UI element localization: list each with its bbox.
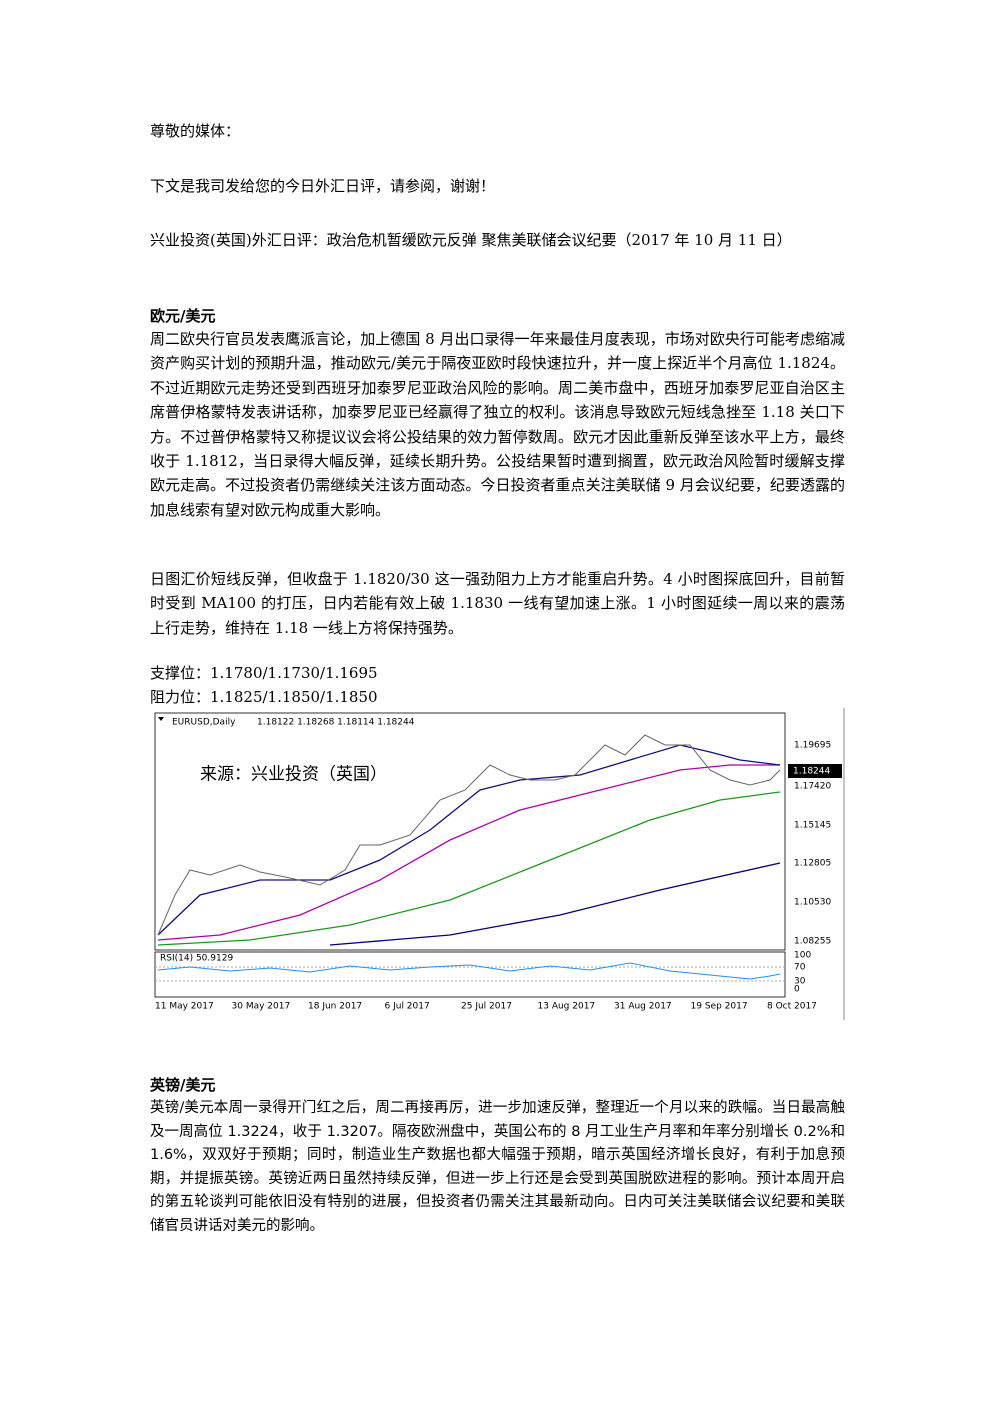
- symbol: EURUSD,Daily: [172, 718, 236, 728]
- date-label: 8 Oct 2017: [767, 1002, 817, 1012]
- rsi-panel: [154, 951, 786, 998]
- menu-arrow: [158, 717, 164, 721]
- price-label: 1.15145: [794, 821, 831, 831]
- date-label: 30 May 2017: [232, 1002, 291, 1012]
- ma-line: [157, 791, 781, 946]
- ohlc: 1.18122 1.18268 1.18114 1.18244: [257, 718, 415, 728]
- rsi-level: 0: [794, 985, 800, 995]
- price-label: 1.08255: [794, 937, 831, 947]
- paragraph: 周二欧央行官员发表鹰派言论，加上德国 8 月出口录得一年来最佳月度表现，市场对欧…: [150, 330, 845, 519]
- section-title: 欧元/美元: [150, 307, 216, 325]
- price-label: 1.12805: [794, 859, 831, 869]
- watermark: 来源：兴业投资（英国）: [200, 765, 387, 785]
- section-title: 英镑/美元: [150, 1076, 216, 1094]
- intro: 下文是我司发给您的今日外汇日评，请参阅，谢谢！: [150, 177, 496, 195]
- rsi-level: 70: [794, 963, 806, 973]
- current-price: 1.18244: [793, 767, 830, 777]
- date-label: 25 Jul 2017: [461, 1002, 512, 1012]
- rsi-level: 30: [794, 977, 806, 987]
- date-label: 19 Sep 2017: [691, 1002, 748, 1012]
- rsi-level: 100: [794, 951, 811, 961]
- ma-line: [329, 862, 781, 946]
- axes: 1.19695 1.17420 1.15145 1.12805 1.10530 1.082…: [155, 741, 831, 1012]
- chart-bg: [150, 708, 845, 1021]
- price-line: [157, 734, 781, 936]
- date-label: 6 Jul 2017: [385, 1002, 430, 1012]
- paragraph: 英镑/美元本周一录得开门红之后，周二再接再厉，进一步加速反弹，整理近一个月以来的…: [150, 1100, 845, 1234]
- price-label: 1.10530: [794, 898, 831, 908]
- date-label: 11 May 2017: [155, 1002, 214, 1012]
- greeting: 尊敬的媒体：: [150, 122, 241, 140]
- date-label: 18 Jun 2017: [308, 1002, 362, 1012]
- rsi-label: RSI(14) 50.9129: [160, 954, 233, 964]
- ma-line: [157, 744, 781, 936]
- headline: 兴业投资(英国)外汇日评：政治危机暂缓欧元反弹 聚焦美联储会议纪要（2017 年…: [150, 231, 792, 249]
- price-label: 1.19695: [794, 741, 831, 751]
- rsi-line: [157, 962, 781, 980]
- date-label: 13 Aug 2017: [538, 1002, 596, 1012]
- support-level: 支撑位：1.1780/1.1730/1.1695: [150, 664, 378, 682]
- date-label: 31 Aug 2017: [614, 1002, 672, 1012]
- resistance-level: 阻力位：1.1825/1.1850/1.1850: [150, 688, 378, 706]
- current-price-box: [788, 764, 842, 778]
- price-chart: EURUSD,Daily 1.18122 1.18268 1.18114 1.1…: [150, 708, 845, 1021]
- ma-line: [157, 764, 780, 941]
- price-label: 1.17420: [794, 782, 831, 792]
- main-panel: [154, 712, 786, 951]
- paragraph: 日图汇价短线反弹，但收盘于 1.1820/30 这一强劲阻力上方才能重启升势。4…: [150, 570, 845, 637]
